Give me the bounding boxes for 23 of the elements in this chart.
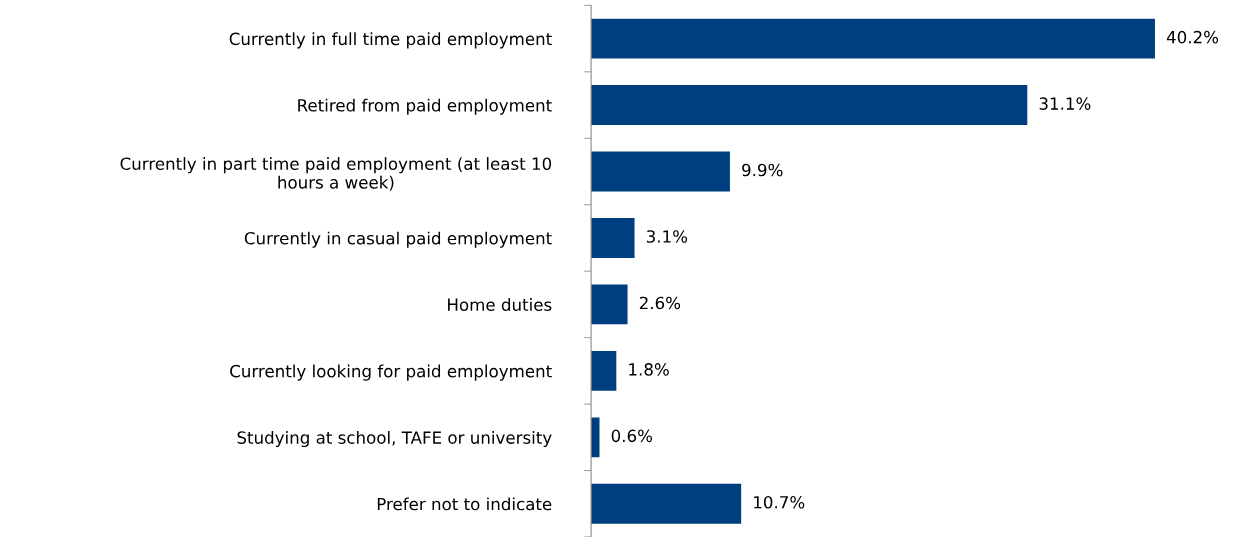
- bar: [591, 350, 617, 391]
- bar: [591, 85, 1028, 125]
- y-tick-label: Currently in casual paid employment: [244, 231, 552, 248]
- y-tick-label: Home duties: [448, 298, 552, 311]
- y-tick-label: Currently in part time paid employment (at least 10 hours a week): [120, 157, 552, 191]
- data-label: 3.1%: [646, 230, 688, 243]
- bar: [591, 151, 730, 192]
- data-label: 10.7%: [754, 496, 805, 509]
- data-label: 9.9%: [742, 163, 783, 177]
- y-tick-label: Currently looking for paid employment: [230, 364, 552, 381]
- data-label: 31.1%: [1039, 97, 1091, 110]
- data-label: 2.6%: [639, 296, 681, 310]
- bar: [591, 18, 1155, 59]
- bar: [591, 218, 635, 258]
- y-tick-label: Studying at school, TAFE or university: [237, 430, 552, 448]
- bar: [591, 483, 742, 524]
- y-tick-label: Currently in full time paid employment: [229, 32, 552, 49]
- y-tick-label: Retired from paid employment: [298, 98, 552, 115]
- data-label: 0.6%: [611, 429, 653, 443]
- bar: [591, 284, 628, 325]
- y-tick-label: Prefer not to indicate: [377, 497, 552, 511]
- data-label: 1.8%: [629, 363, 669, 376]
- data-label: 40.2%: [1166, 30, 1219, 44]
